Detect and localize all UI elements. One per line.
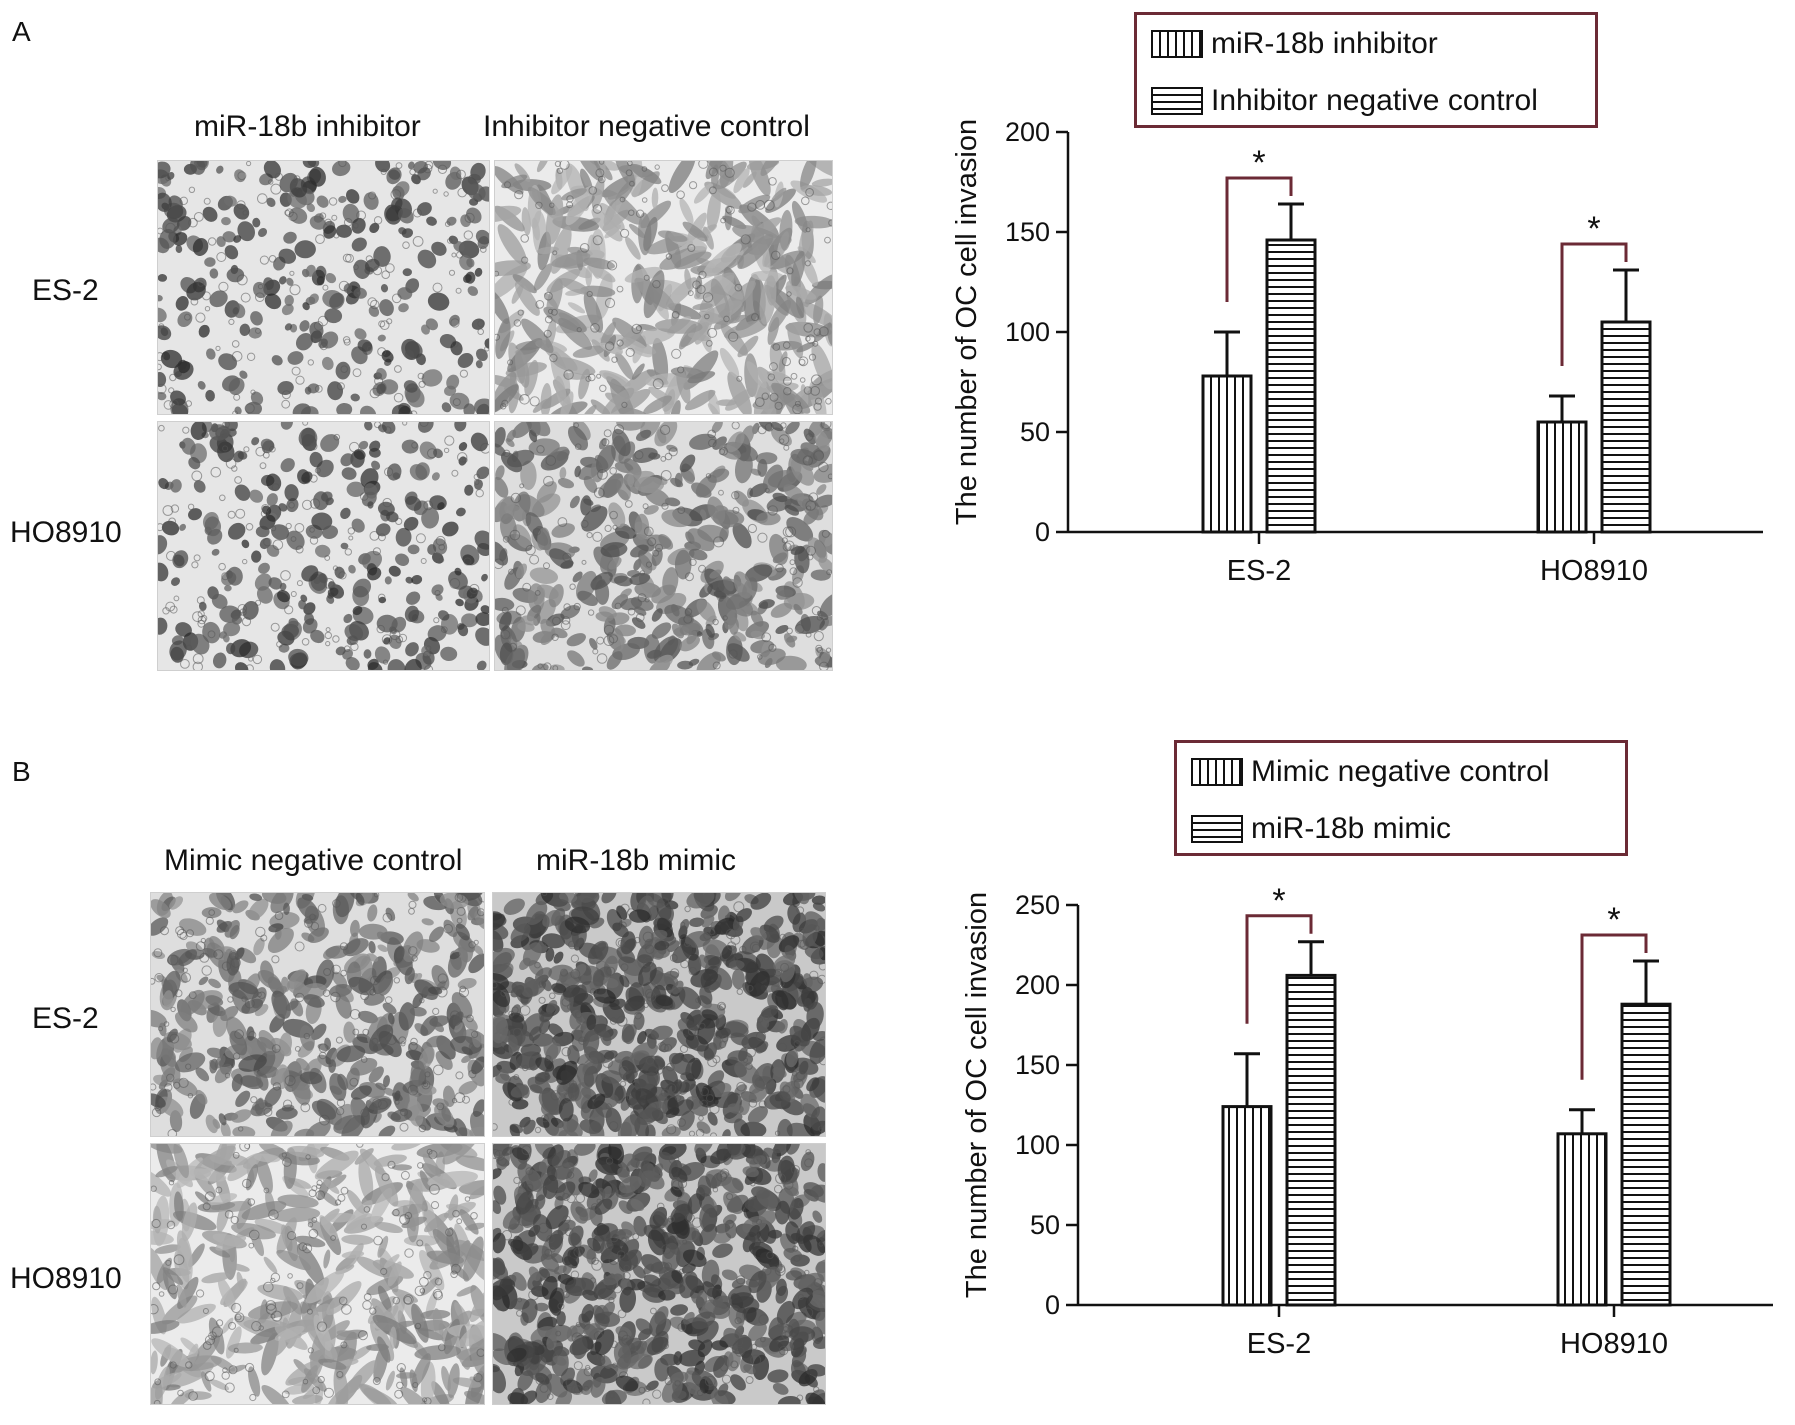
panel-a-col-label-1: miR-18b inhibitor	[194, 110, 421, 143]
y-tick-label: 100	[1005, 317, 1050, 347]
y-tick-label: 0	[1045, 1290, 1060, 1320]
micro-b-ho8910-control	[150, 1143, 485, 1405]
x-tick-label: HO8910	[1560, 1328, 1668, 1360]
significance-star: *	[1587, 210, 1600, 248]
vertical-hatch-swatch	[1151, 30, 1203, 58]
x-tick-label: ES-2	[1247, 1328, 1311, 1360]
legend-label: Mimic negative control	[1251, 755, 1550, 788]
micro-a-es2-inhibitor	[157, 160, 490, 415]
panel-a-col-label-2: Inhibitor negative control	[483, 110, 810, 143]
y-tick-label: 150	[1005, 217, 1050, 247]
bar-horizontal	[1600, 320, 1652, 534]
chart-svg: 0 50 100 150 200 The number of OC cell invasi…	[951, 117, 1763, 587]
panel-b-col-label-2: miR-18b mimic	[536, 844, 737, 877]
y-tick-label: 200	[1005, 117, 1050, 147]
bar-horizontal	[1620, 1002, 1672, 1307]
bar-horizontal	[1285, 973, 1337, 1307]
significance-bracket	[1580, 933, 1648, 1080]
y-tick-label: 250	[1015, 890, 1060, 920]
panel-b-row-label-es2: ES-2	[32, 1002, 99, 1035]
y-tick-label: 100	[1015, 1130, 1060, 1160]
legend-label: miR-18b mimic	[1251, 812, 1452, 845]
legend-label: miR-18b inhibitor	[1211, 27, 1438, 60]
micro-a-ho8910-inhibitor	[157, 421, 490, 671]
legend-item: miR-18b mimic	[1191, 812, 1451, 846]
significance-bracket	[1560, 242, 1628, 366]
bar-vertical	[1536, 420, 1588, 534]
panel-b-letter: B	[12, 756, 31, 787]
significance-star: *	[1252, 144, 1265, 182]
y-tick-label: 200	[1015, 970, 1060, 1000]
chart-svg: 0 50 100 150 200 250 The number of OC cell inv…	[961, 882, 1773, 1360]
y-tick-label: 0	[1035, 517, 1050, 547]
panel-b-legend: Mimic negative control miR-18b mimic	[1174, 740, 1628, 856]
chart-a: 0 50 100 150 200 The number of OC cell invasi…	[940, 117, 1775, 680]
significance-bracket	[1245, 914, 1313, 1024]
significance-star: *	[1607, 901, 1620, 939]
chart-b: 0 50 100 150 200 250 The number of OC cell inv…	[950, 860, 1785, 1420]
micro-b-ho8910-mimic	[492, 1143, 826, 1405]
panel-a-row-label-es2: ES-2	[32, 274, 99, 307]
panel-a-row-label-ho8910: HO8910	[10, 516, 122, 549]
x-tick-label: ES-2	[1227, 555, 1291, 587]
panel-a-legend: miR-18b inhibitor Inhibitor negative con…	[1134, 12, 1598, 128]
horizontal-hatch-swatch	[1191, 815, 1243, 843]
vertical-hatch-swatch	[1191, 758, 1243, 786]
y-axis-label: The number of OC cell invasion	[961, 892, 993, 1298]
legend-item: Inhibitor negative control	[1151, 84, 1538, 118]
legend-label: Inhibitor negative control	[1211, 84, 1538, 117]
micro-b-es2-control	[150, 892, 485, 1137]
micro-a-ho8910-control	[494, 421, 833, 671]
y-axis-label: The number of OC cell invasion	[951, 119, 983, 525]
bar-vertical	[1201, 374, 1253, 534]
micro-a-es2-control	[494, 160, 833, 415]
y-tick-label: 50	[1030, 1210, 1060, 1240]
bar-vertical	[1556, 1132, 1608, 1307]
x-tick-label: HO8910	[1540, 555, 1648, 587]
y-tick-label: 50	[1020, 417, 1050, 447]
panel-b-row-label-ho8910: HO8910	[10, 1262, 122, 1295]
panel-b-col-label-1: Mimic negative control	[164, 844, 463, 877]
significance-star: *	[1272, 882, 1285, 920]
bar-horizontal	[1265, 238, 1317, 534]
bar-vertical	[1221, 1105, 1273, 1307]
horizontal-hatch-swatch	[1151, 87, 1203, 115]
y-tick-label: 150	[1015, 1050, 1060, 1080]
panel-a-letter: A	[12, 16, 31, 47]
legend-item: miR-18b inhibitor	[1151, 27, 1438, 61]
micro-b-es2-mimic	[492, 892, 826, 1137]
legend-item: Mimic negative control	[1191, 755, 1549, 789]
significance-bracket	[1225, 176, 1293, 302]
